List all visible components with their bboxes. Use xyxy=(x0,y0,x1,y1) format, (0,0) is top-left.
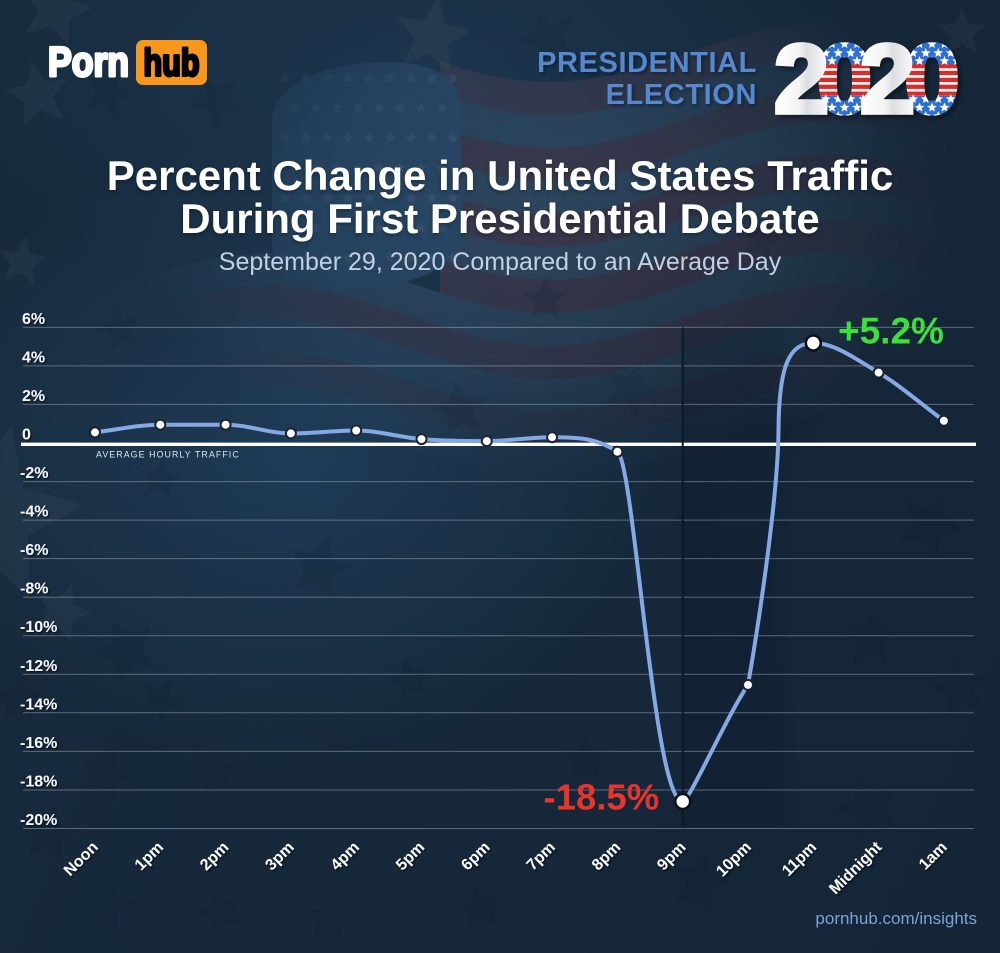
svg-text:-20%: -20% xyxy=(20,812,57,829)
svg-text:5pm: 5pm xyxy=(393,839,428,874)
svg-text:6%: 6% xyxy=(22,311,45,328)
svg-text:2pm: 2pm xyxy=(197,839,232,874)
svg-text:-6%: -6% xyxy=(20,542,48,559)
svg-text:0: 0 xyxy=(905,30,960,130)
svg-text:4pm: 4pm xyxy=(328,839,363,874)
svg-text:8pm: 8pm xyxy=(589,839,624,874)
svg-text:7pm: 7pm xyxy=(524,839,559,874)
svg-text:-18%: -18% xyxy=(20,774,57,791)
svg-text:0: 0 xyxy=(817,30,872,130)
svg-text:Midnight: Midnight xyxy=(826,838,886,898)
svg-text:-4%: -4% xyxy=(20,504,48,521)
svg-text:-18.5%: -18.5% xyxy=(544,777,660,818)
svg-text:2: 2 xyxy=(774,30,829,130)
svg-text:-10%: -10% xyxy=(20,619,57,636)
svg-text:2%: 2% xyxy=(22,388,45,405)
svg-text:Porn: Porn xyxy=(48,38,129,85)
svg-text:-14%: -14% xyxy=(20,696,57,713)
svg-text:11pm: 11pm xyxy=(779,839,820,880)
svg-text:1pm: 1pm xyxy=(132,839,167,874)
svg-text:0: 0 xyxy=(22,427,31,444)
svg-text:-2%: -2% xyxy=(20,465,48,482)
svg-text:9pm: 9pm xyxy=(654,839,689,874)
svg-text:6pm: 6pm xyxy=(458,839,493,874)
svg-text:-16%: -16% xyxy=(20,735,57,752)
svg-text:4%: 4% xyxy=(22,349,45,366)
svg-text:1am: 1am xyxy=(916,839,951,874)
svg-text:10pm: 10pm xyxy=(713,839,755,881)
svg-text:-12%: -12% xyxy=(20,658,57,675)
svg-text:hub: hub xyxy=(144,43,200,85)
svg-text:AVERAGE HOURLY TRAFFIC: AVERAGE HOURLY TRAFFIC xyxy=(96,449,240,459)
svg-text:Noon: Noon xyxy=(61,839,102,880)
svg-text:3pm: 3pm xyxy=(262,839,297,874)
svg-text:2: 2 xyxy=(860,30,915,130)
svg-text:-8%: -8% xyxy=(20,581,48,598)
svg-text:+5.2%: +5.2% xyxy=(838,310,944,351)
